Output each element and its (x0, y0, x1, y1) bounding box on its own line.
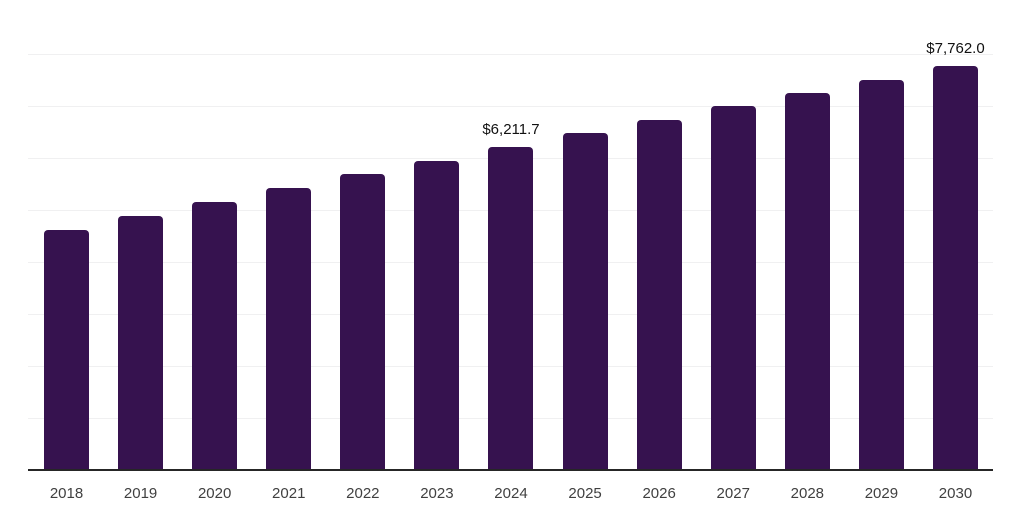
x-tick-label: 2027 (716, 485, 750, 502)
x-tick-label: 2024 (494, 485, 528, 502)
x-tick-label: 2018 (49, 485, 84, 502)
x-tick-label: 2023 (420, 485, 454, 502)
x-tick-label: 2030 (938, 485, 973, 502)
bar-2028 (784, 92, 830, 470)
bar-2023 (414, 161, 460, 470)
bar-2025 (562, 132, 608, 470)
bar-value-label: $6,211.7 (482, 121, 540, 139)
x-axis-line (28, 469, 993, 471)
x-tick-label: 2028 (790, 485, 825, 502)
bar-2029 (858, 80, 904, 470)
plot-area (28, 0, 993, 470)
x-tick-label: 2019 (123, 485, 158, 502)
gridline (28, 106, 993, 108)
x-tick-label: 2021 (272, 485, 306, 502)
bar-2030 (932, 66, 978, 470)
x-tick-label: 2026 (642, 485, 676, 502)
x-tick-label: 2025 (568, 485, 602, 502)
bar-2018 (44, 230, 89, 470)
bar-2021 (266, 187, 312, 470)
bar-2027 (710, 106, 756, 470)
x-tick-label: 2029 (864, 485, 899, 502)
bar-2026 (636, 119, 682, 470)
x-tick-label: 2020 (197, 485, 232, 502)
gridline (28, 54, 993, 56)
bar-2020 (192, 201, 238, 470)
bar-2022 (340, 173, 386, 470)
bar-value-label: $7,762.0 (926, 40, 985, 58)
x-tick-label: 2022 (346, 485, 380, 502)
bar-2024 (488, 147, 534, 470)
bar-2019 (118, 215, 164, 470)
